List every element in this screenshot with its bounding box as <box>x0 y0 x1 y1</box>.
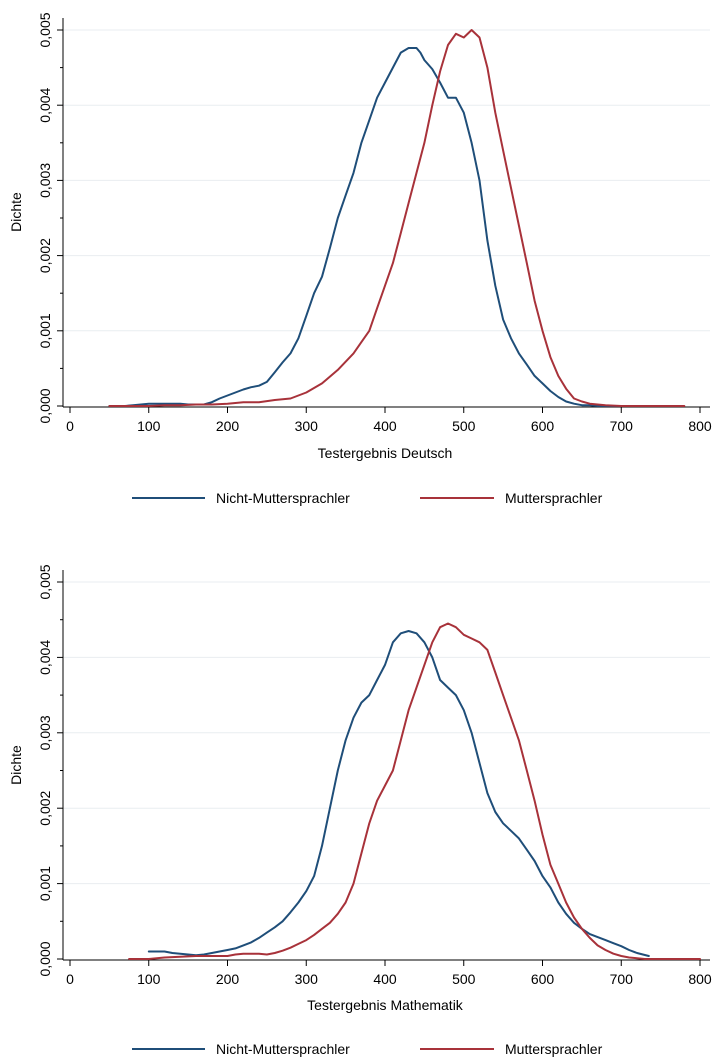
x-axis-title: Testergebnis Mathematik <box>307 997 464 1013</box>
x-axis-title: Testergebnis Deutsch <box>318 445 453 461</box>
y-tick-label: 0,000 <box>37 388 53 423</box>
x-tick-label: 100 <box>137 971 161 987</box>
legend-label: Muttersprachler <box>505 490 603 506</box>
series-line-nicht-muttersprachler <box>147 630 650 957</box>
x-tick-label: 100 <box>137 418 161 434</box>
y-axis-title: Dichte <box>8 745 24 785</box>
x-tick-label: 300 <box>295 971 319 987</box>
x-tick-label: 700 <box>610 418 634 434</box>
legend-label: Nicht-Muttersprachler <box>216 490 350 506</box>
legend-label: Nicht-Muttersprachler <box>216 1041 350 1057</box>
y-tick-label: 0,003 <box>37 715 53 750</box>
x-tick-label: 800 <box>688 971 712 987</box>
y-tick-label: 0,004 <box>37 640 53 675</box>
x-tick-label: 600 <box>531 971 555 987</box>
x-tick-label: 200 <box>216 418 240 434</box>
x-tick-label: 0 <box>66 971 74 987</box>
y-tick-label: 0,002 <box>37 238 53 273</box>
y-tick-label: 0,005 <box>37 564 53 599</box>
x-tick-label: 500 <box>452 971 476 987</box>
x-tick-label: 200 <box>216 971 240 987</box>
chart-panel-2: 0,000 0,001 0,002 0,003 0,004 0,005 0 100 200 300… <box>8 564 712 1057</box>
x-tick-label: 400 <box>373 971 397 987</box>
y-axis-title: Dichte <box>8 192 24 232</box>
x-tick-label: 600 <box>531 418 555 434</box>
legend-label: Muttersprachler <box>505 1041 603 1057</box>
x-tick-label: 700 <box>610 971 634 987</box>
chart-panel-1: 0,000 0,001 0,002 0,003 0,004 0,005 0 100 200 300… <box>8 12 712 506</box>
y-tick-label: 0,001 <box>37 866 53 901</box>
series-line-muttersprachler <box>108 29 686 407</box>
y-tick-label: 0,000 <box>37 941 53 976</box>
x-tick-label: 0 <box>66 418 74 434</box>
x-tick-label: 500 <box>452 418 476 434</box>
y-tick-label: 0,002 <box>37 790 53 825</box>
y-tick-label: 0,004 <box>37 87 53 122</box>
y-tick-label: 0,003 <box>37 163 53 198</box>
y-tick-label: 0,001 <box>37 313 53 348</box>
series-line-muttersprachler <box>128 622 701 960</box>
x-tick-label: 300 <box>295 418 319 434</box>
x-tick-label: 800 <box>688 418 712 434</box>
series-line-nicht-muttersprachler <box>108 47 627 407</box>
x-tick-label: 400 <box>373 418 397 434</box>
y-tick-label: 0,005 <box>37 12 53 47</box>
